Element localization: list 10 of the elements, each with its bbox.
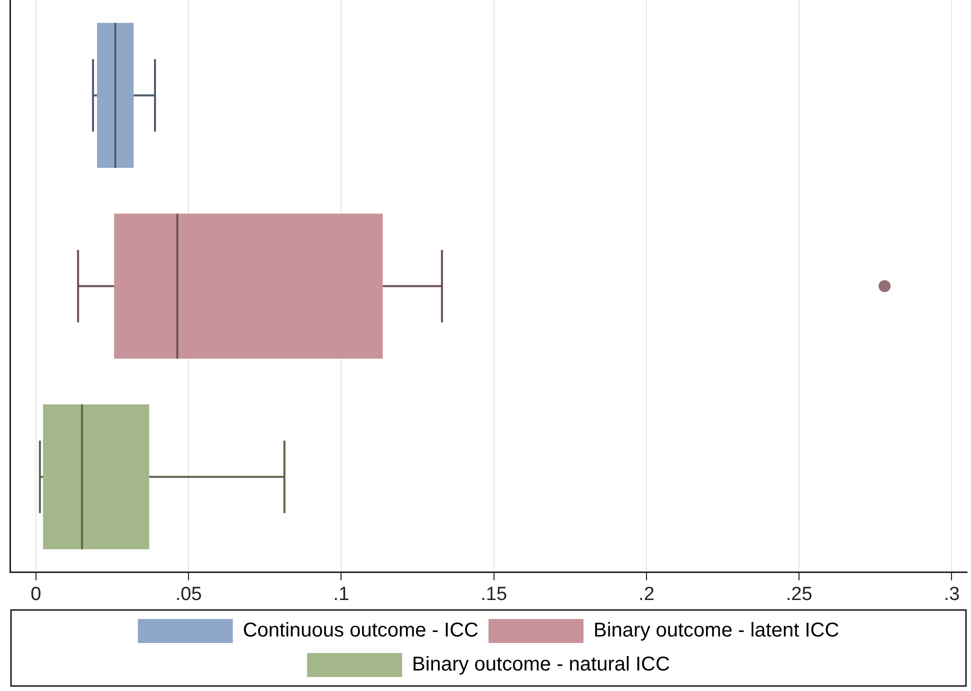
x-tick-label: .3 <box>944 584 960 605</box>
legend-label: Binary outcome - natural ICC <box>412 654 670 676</box>
x-tick-label: .25 <box>786 584 812 605</box>
x-tick-label: .15 <box>480 584 508 605</box>
legend-label: Binary outcome - latent ICC <box>594 620 840 642</box>
x-tick-label: .1 <box>333 584 350 605</box>
x-tick-label: .05 <box>175 584 202 605</box>
x-tick-label: 0 <box>30 584 42 605</box>
x-tick-label: .2 <box>638 584 654 605</box>
legend-label: Continuous outcome - ICC <box>242 620 479 642</box>
